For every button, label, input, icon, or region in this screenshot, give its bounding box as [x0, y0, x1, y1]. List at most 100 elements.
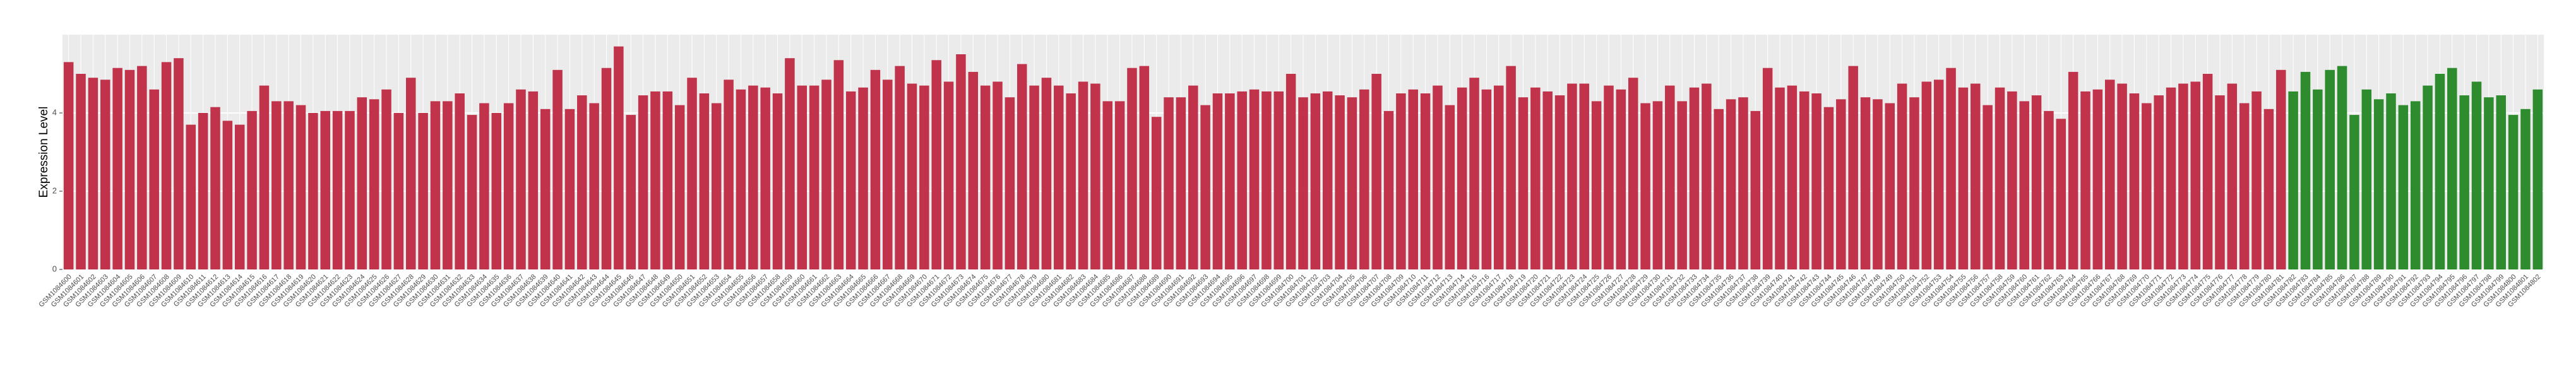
bar [2423, 85, 2433, 269]
bar [1310, 93, 1321, 269]
bar [1273, 91, 1284, 269]
bar [2410, 101, 2421, 269]
bar [381, 89, 391, 270]
bar [308, 113, 318, 269]
bar [1066, 93, 1076, 269]
bar [1176, 97, 1186, 269]
bar [271, 101, 282, 269]
bar [2337, 66, 2347, 269]
bar [540, 109, 551, 269]
bar [1762, 68, 1773, 269]
bar [2532, 89, 2543, 270]
bar [1554, 95, 1565, 269]
bar [1738, 97, 1748, 269]
bar [393, 113, 404, 269]
bar [711, 103, 722, 269]
bar [724, 80, 734, 270]
bar [2520, 109, 2531, 269]
bar [2471, 81, 2482, 269]
bar [1726, 99, 1736, 270]
bar [2459, 95, 2469, 269]
bar [491, 113, 502, 269]
bar [2007, 91, 2017, 269]
bar [1433, 85, 1443, 269]
bar [1396, 93, 1406, 269]
bar [1799, 91, 1810, 269]
bar [1017, 64, 1027, 269]
bar [2386, 93, 2396, 269]
bar [2031, 95, 2042, 269]
bar [1860, 97, 1871, 269]
bar [883, 80, 893, 270]
bar [2227, 83, 2238, 269]
bar [2361, 89, 2372, 270]
bar [2300, 71, 2311, 270]
bar [503, 103, 514, 269]
bar [674, 105, 685, 269]
bar [1665, 85, 1675, 269]
bar [1114, 101, 1125, 269]
bar [1347, 97, 1357, 269]
bar [577, 95, 587, 269]
bar [295, 105, 306, 269]
bar [870, 69, 881, 270]
bar [1469, 78, 1479, 269]
bar [662, 91, 673, 269]
bar [2080, 91, 2090, 269]
bar [2325, 69, 2335, 270]
bar [2104, 80, 2115, 270]
bar [1383, 110, 1394, 269]
bar [1567, 83, 1577, 269]
bar [1371, 74, 1381, 269]
bar [2313, 89, 2323, 270]
bar [516, 89, 526, 270]
bar [1212, 93, 1223, 269]
bar [919, 85, 929, 269]
bar [1200, 105, 1210, 269]
bar [1481, 89, 1492, 270]
bar [821, 80, 832, 270]
bar [1848, 66, 1858, 269]
bar [748, 85, 758, 269]
bar [63, 62, 74, 270]
bar [1604, 85, 1614, 269]
bar [345, 110, 355, 269]
bar [687, 78, 697, 269]
bar [186, 124, 196, 269]
bar [443, 101, 453, 269]
bar [1164, 97, 1174, 269]
bar [1652, 101, 1663, 269]
bar [1139, 66, 1150, 269]
bar [1714, 109, 1724, 269]
bar [1628, 78, 1638, 269]
bar [626, 115, 636, 269]
bar [234, 124, 245, 269]
bar [1591, 101, 1602, 269]
bar [259, 85, 270, 269]
bar [479, 103, 489, 269]
bar [1750, 110, 1761, 269]
bar [699, 93, 710, 269]
bar [552, 69, 563, 270]
bar [1127, 68, 1137, 269]
bar [357, 97, 367, 269]
bar [2056, 119, 2066, 269]
bar [2276, 69, 2286, 270]
bar [1958, 87, 1969, 269]
bar [993, 81, 1003, 269]
bar [1677, 101, 1687, 269]
bar [1579, 83, 1590, 269]
bar [174, 58, 184, 269]
bar [589, 103, 599, 269]
y-tick-label: 4 [52, 107, 57, 117]
bar [1787, 85, 1798, 269]
bar [2239, 103, 2250, 269]
bar [1823, 107, 1834, 269]
bar [2215, 95, 2225, 269]
bar [1971, 83, 1981, 269]
bar [247, 110, 257, 269]
bar [601, 68, 612, 269]
bar [1054, 85, 1064, 269]
bar [124, 69, 135, 270]
bar [1518, 97, 1529, 269]
